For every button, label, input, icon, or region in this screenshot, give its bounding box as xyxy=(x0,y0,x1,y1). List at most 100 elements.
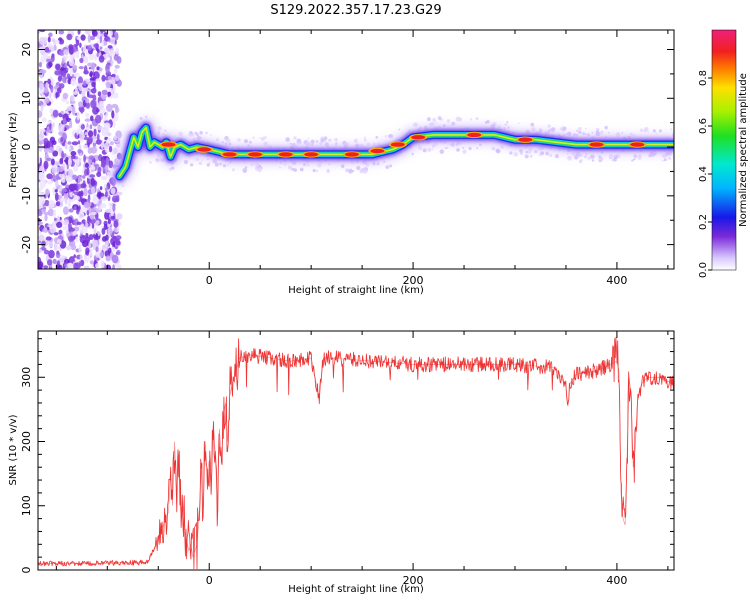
snr-trace xyxy=(38,337,674,570)
halo-speck xyxy=(307,142,311,146)
noise-speck xyxy=(93,43,99,48)
noise-speck xyxy=(84,162,89,168)
noise-speck xyxy=(102,236,107,242)
noise-speck xyxy=(86,102,90,109)
halo-speck xyxy=(183,159,189,165)
noise-speck xyxy=(88,130,94,138)
halo-speck xyxy=(455,116,461,122)
halo-speck xyxy=(584,155,587,158)
noise-speck xyxy=(83,265,90,269)
noise-speck xyxy=(40,104,44,112)
halo-speck xyxy=(476,147,479,150)
noise-speck xyxy=(49,122,52,131)
noise-speck xyxy=(114,32,119,41)
noise-speck xyxy=(107,45,113,49)
halo-speck xyxy=(156,131,160,135)
noise-speck xyxy=(100,260,105,269)
halo-speck xyxy=(252,136,255,139)
noise-speck xyxy=(89,70,93,78)
noise-speck xyxy=(38,128,46,133)
x-tick-label: 200 xyxy=(403,274,424,287)
noise-speck xyxy=(85,247,90,255)
halo-speck xyxy=(462,147,465,149)
noise-speck xyxy=(72,64,78,70)
halo-speck xyxy=(647,131,649,133)
halo-speck xyxy=(597,129,600,132)
noise-speck xyxy=(99,100,105,107)
halo-speck xyxy=(243,139,249,144)
noise-speck xyxy=(43,212,51,216)
noise-speck xyxy=(79,131,85,140)
halo-speck xyxy=(607,131,610,134)
noise-speck xyxy=(96,171,102,178)
noise-speck xyxy=(111,73,116,78)
colorbar-tick-label: 0.6 xyxy=(698,118,709,134)
noise-speck xyxy=(103,184,107,189)
peak-marker xyxy=(467,132,482,138)
noise-speck xyxy=(116,213,123,220)
noise-speck xyxy=(82,80,87,87)
noise-speck xyxy=(53,232,59,236)
noise-speck xyxy=(55,201,61,207)
colorbar-label: Normalized spectral amplitude xyxy=(738,73,749,227)
figure-title: S129.2022.357.17.23.G29 xyxy=(270,3,441,18)
halo-speck xyxy=(311,143,314,146)
halo-speck xyxy=(335,142,338,145)
halo-speck xyxy=(470,118,473,121)
noise-speck xyxy=(43,265,49,269)
noise-speck xyxy=(115,130,122,139)
halo-speck xyxy=(578,130,582,134)
noise-speck xyxy=(54,189,58,193)
halo-speck xyxy=(210,134,212,137)
halo-speck xyxy=(327,139,330,142)
peak-marker xyxy=(630,142,645,147)
noise-speck xyxy=(68,58,75,67)
noise-speck xyxy=(92,138,97,144)
noise-speck xyxy=(116,79,122,87)
colorbar-tick-label: 0.8 xyxy=(698,70,709,86)
halo-speck xyxy=(637,155,642,160)
noise-speck xyxy=(90,35,95,41)
halo-speck xyxy=(513,152,518,157)
halo-speck xyxy=(244,166,248,169)
noise-speck xyxy=(61,178,66,183)
noise-speck xyxy=(40,56,45,64)
noise-speck xyxy=(82,175,86,179)
noise-speck xyxy=(62,132,67,141)
halo-speck xyxy=(237,138,241,142)
halo-speck xyxy=(190,163,194,167)
noise-speck xyxy=(113,220,119,228)
peak-marker xyxy=(411,135,426,140)
noise-speck xyxy=(64,197,68,205)
noise-speck xyxy=(76,111,80,121)
noise-speck xyxy=(110,187,116,195)
noise-speck xyxy=(111,59,114,65)
noise-speck xyxy=(56,221,63,228)
noise-speck xyxy=(69,242,73,247)
halo-speck xyxy=(303,163,306,166)
noise-speck xyxy=(108,202,113,207)
noise-speck xyxy=(113,147,118,154)
noise-speck xyxy=(90,177,95,187)
noise-speck xyxy=(38,172,46,182)
halo-speck xyxy=(324,142,329,147)
halo-speck xyxy=(671,133,674,136)
halo-speck xyxy=(654,153,657,156)
noise-speck xyxy=(44,97,50,104)
halo-speck xyxy=(559,127,563,130)
noise-speck xyxy=(99,35,103,44)
noise-speck xyxy=(88,241,92,249)
noise-speck xyxy=(57,75,63,82)
noise-speck xyxy=(68,208,74,213)
noise-speck xyxy=(60,137,64,143)
noise-speck xyxy=(51,140,57,146)
halo-speck xyxy=(591,159,595,162)
halo-speck xyxy=(231,168,235,172)
noise-speck xyxy=(106,103,113,112)
noise-speck xyxy=(44,199,50,207)
noise-speck xyxy=(59,37,63,41)
noise-speck xyxy=(76,221,82,225)
halo-speck xyxy=(577,126,582,131)
halo-speck xyxy=(222,164,227,168)
halo-speck xyxy=(257,167,263,173)
